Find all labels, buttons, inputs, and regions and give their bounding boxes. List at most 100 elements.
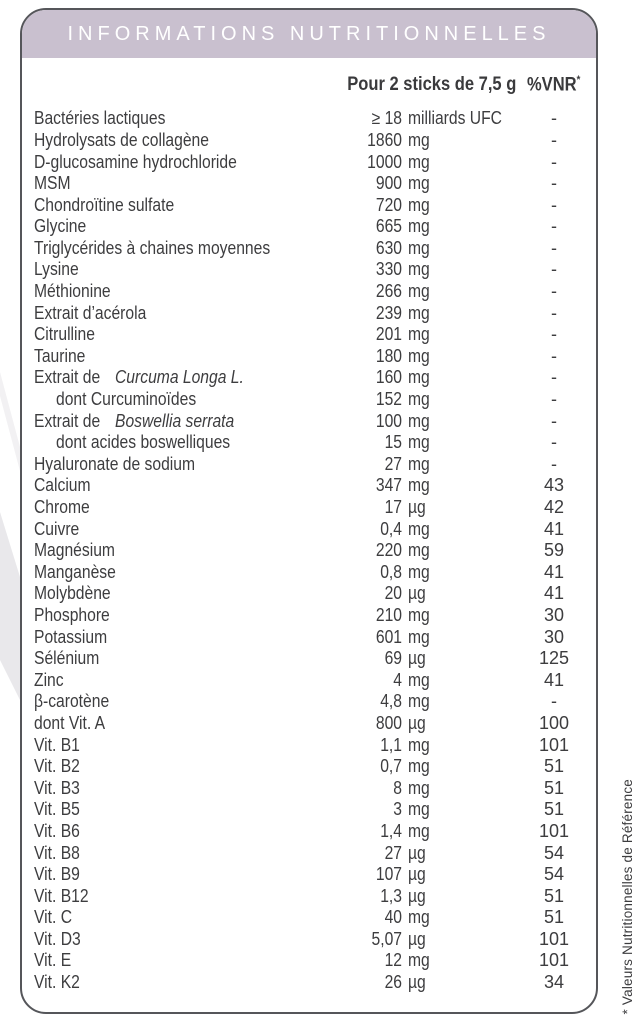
- ingredient-unit: mg: [408, 475, 430, 496]
- ingredient-unit: mg: [408, 173, 430, 194]
- ingredient-vnr-cell: 101: [538, 950, 570, 971]
- ingredient-amount-cell: 5,07 µg: [322, 929, 512, 951]
- table-row: dont Vit. A 800 µg 100: [22, 713, 596, 735]
- ingredient-label: Bactéries lactiques: [34, 108, 166, 129]
- table-row: Phosphore 210 mg 30: [22, 605, 596, 627]
- ingredient-unit: mg: [408, 777, 430, 798]
- ingredient-unit: mg: [408, 453, 430, 474]
- table-row: Vit. B3 8 mg 51: [22, 778, 596, 800]
- ingredient-amount-cell: 27 µg: [322, 843, 512, 865]
- ingredient-label-cell: Potassium: [34, 627, 322, 649]
- ingredient-label: Méthionine: [34, 281, 111, 302]
- ingredient-amount-cell: 720 mg: [322, 195, 512, 217]
- ingredient-amount: 180: [375, 345, 402, 366]
- ingredient-vnr-cell: -: [551, 324, 557, 345]
- nutrition-table: Bactéries lactiques ≥ 18 milliards UFC -…: [22, 108, 596, 993]
- ingredient-amount: 4: [393, 669, 402, 690]
- ingredient-label-cell: Cuivre: [34, 519, 322, 541]
- ingredient-amount: 1000: [367, 151, 402, 172]
- table-row: D-glucosamine hydrochloride 1000 mg -: [22, 152, 596, 174]
- ingredient-unit: mg: [408, 389, 430, 410]
- ingredient-label-cell: Sélénium: [34, 648, 322, 670]
- ingredient-label-cell: dont Curcuminoïdes: [34, 389, 322, 411]
- ingredient-label: dont Curcuminoïdes: [56, 389, 197, 410]
- panel-title: INFORMATIONS NUTRITIONNELLES: [67, 22, 551, 45]
- table-row: Glycine 665 mg -: [22, 216, 596, 238]
- table-row: Chrome 17 µg 42: [22, 497, 596, 519]
- ingredient-vnr-cell: -: [551, 410, 557, 431]
- ingredient-label: Vit. B8: [34, 842, 80, 863]
- ingredient-amount-cell: 900 mg: [322, 173, 512, 195]
- ingredient-unit: mg: [408, 669, 430, 690]
- ingredient-vnr-cell: 41: [543, 561, 565, 582]
- ingredient-amount: 8: [393, 777, 402, 798]
- ingredient-amount-cell: 201 mg: [322, 324, 512, 346]
- ingredient-amount-cell: 330 mg: [322, 259, 512, 281]
- table-row: Extrait d’acérola 239 mg -: [22, 303, 596, 325]
- ingredient-unit: mg: [408, 691, 430, 712]
- ingredient-vnr-cell: 59: [543, 540, 565, 561]
- ingredient-unit: mg: [408, 432, 430, 453]
- ingredient-amount: 347: [375, 475, 402, 496]
- ingredient-vnr-cell: 51: [543, 799, 565, 820]
- ingredient-amount: 800: [375, 712, 402, 733]
- ingredient-amount: 1,1: [380, 734, 402, 755]
- ingredient-unit: milliards UFC: [408, 108, 502, 129]
- table-row: Zinc 4 mg 41: [22, 670, 596, 692]
- ingredient-vnr-cell: 101: [538, 928, 570, 949]
- ingredient-unit: mg: [408, 950, 430, 971]
- ingredient-unit: µg: [408, 648, 426, 669]
- table-row: Molybdène 20 µg 41: [22, 583, 596, 605]
- ingredient-label-cell: Bactéries lactiques: [34, 108, 322, 130]
- ingredient-amount-cell: 152 mg: [322, 389, 512, 411]
- table-row: Vit. E 12 mg 101: [22, 950, 596, 972]
- ingredient-amount: 160: [375, 367, 402, 388]
- ingredient-amount-cell: 17 µg: [322, 497, 512, 519]
- ingredient-label-cell: dont Vit. A: [34, 713, 322, 735]
- ingredient-label: Zinc: [34, 669, 64, 690]
- ingredient-label-cell: Vit. K2: [34, 972, 322, 994]
- ingredient-amount-cell: 665 mg: [322, 216, 512, 238]
- ingredient-label-cell: Vit. B6: [34, 821, 322, 843]
- ingredient-amount-cell: ≥ 18 milliards UFC: [322, 108, 512, 130]
- ingredient-amount-cell: 27 mg: [322, 454, 512, 476]
- ingredient-label: Vit. B1: [34, 734, 80, 755]
- ingredient-vnr-cell: -: [551, 216, 557, 237]
- ingredient-label: Vit. K2: [34, 972, 80, 993]
- table-row: Sélénium 69 µg 125: [22, 648, 596, 670]
- background-shape: [0, 372, 24, 708]
- ingredient-label: Citrulline: [34, 324, 95, 345]
- ingredient-unit: mg: [408, 820, 430, 841]
- ingredient-label-cell: Glycine: [34, 216, 322, 238]
- ingredient-vnr-cell: -: [551, 453, 557, 474]
- table-row: Cuivre 0,4 mg 41: [22, 519, 596, 541]
- table-row: Vit. B8 27 µg 54: [22, 843, 596, 865]
- ingredient-label: Magnésium: [34, 540, 115, 561]
- ingredient-label-cell: Magnésium: [34, 540, 322, 562]
- ingredient-vnr-cell: 51: [543, 777, 565, 798]
- ingredient-label-cell: Vit. E: [34, 950, 322, 972]
- table-row: Citrulline 201 mg -: [22, 324, 596, 346]
- table-row: Vit. B5 3 mg 51: [22, 799, 596, 821]
- ingredient-label-cell: Vit. B3: [34, 778, 322, 800]
- ingredient-vnr-cell: 54: [543, 864, 565, 885]
- ingredient-amount-cell: 4 mg: [322, 670, 512, 692]
- ingredient-label: Sélénium: [34, 648, 100, 669]
- ingredient-label-cell: Hyaluronate de sodium: [34, 454, 322, 476]
- table-row: Magnésium 220 mg 59: [22, 540, 596, 562]
- ingredient-unit: mg: [408, 302, 430, 323]
- ingredient-amount: 15: [384, 432, 402, 453]
- ingredient-label: Vit. C: [34, 907, 73, 928]
- ingredient-amount-cell: 100 mg: [322, 411, 512, 433]
- ingredient-amount-cell: 630 mg: [322, 238, 512, 260]
- ingredient-label: Chondroïtine sulfate: [34, 194, 175, 215]
- ingredient-amount: 630: [375, 237, 402, 258]
- ingredient-vnr-cell: 51: [543, 907, 565, 928]
- ingredient-unit: mg: [408, 561, 430, 582]
- ingredient-amount: 100: [375, 410, 402, 431]
- ingredient-vnr-cell: 51: [543, 756, 565, 777]
- ingredient-label-italic: Boswellia serrata: [115, 410, 235, 431]
- footnote-reference-values: * Valeurs Nutritionnelles de Référence: [620, 778, 635, 1014]
- ingredient-label: Hyaluronate de sodium: [34, 453, 196, 474]
- ingredient-unit: mg: [408, 151, 430, 172]
